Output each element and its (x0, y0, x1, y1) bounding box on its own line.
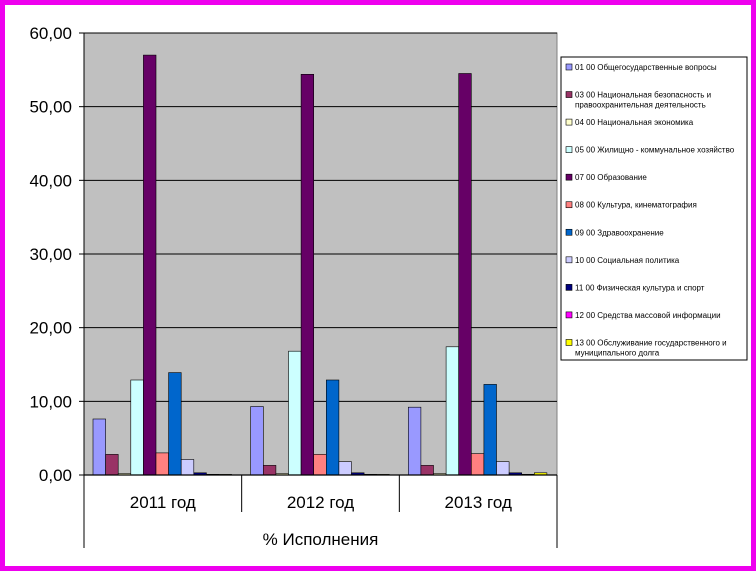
legend-label: 12 00 Средства массовой информации (575, 311, 721, 320)
bar (483, 384, 497, 476)
gridlines (84, 32, 557, 402)
y-tick-label: 40,00 (29, 171, 72, 190)
bar (180, 459, 195, 476)
y-tick-label: 0,00 (39, 466, 72, 485)
bar (168, 372, 182, 476)
x-axis-title: % Исполнения (263, 530, 379, 549)
y-tick-label: 10,00 (29, 392, 72, 411)
legend-swatch (565, 118, 573, 126)
y-tick-label: 20,00 (29, 319, 72, 338)
legend-swatch (565, 91, 573, 98)
legend-label: 05 00 Жилищно - коммунальное хозяйство (575, 146, 735, 155)
legend-label: 09 00 Здравоохранение (575, 228, 664, 237)
x-axis: 2011 год 2012 год 2013 год (83, 474, 558, 548)
legend: 01 00 Общегосударственные вопросы 03 00 Н… (560, 56, 748, 361)
legend-swatch (565, 63, 573, 71)
y-axis: 0,00 10,00 20,00 30,00 40,00 50,00 60,00 (29, 24, 85, 485)
legend-label: 11 00 Физическая культура и спорт (575, 283, 705, 292)
bar (313, 454, 327, 476)
bar (105, 454, 119, 476)
bar (407, 406, 422, 476)
bar (420, 465, 434, 476)
legend-label: 10 00 Социальная политика (575, 256, 680, 265)
legend-swatch (565, 284, 573, 291)
legend-label: 13 00 Обслуживание государственного и мун… (575, 338, 727, 357)
bar (458, 73, 472, 476)
legend-swatch (565, 256, 573, 264)
bar (250, 406, 264, 476)
bar (155, 452, 169, 476)
bar (262, 465, 277, 476)
bar (300, 74, 315, 476)
category-label: 2011 год (130, 493, 196, 512)
legend-swatch (565, 146, 573, 153)
category-label: 2012 год (287, 493, 354, 512)
y-tick-label: 60,00 (29, 24, 72, 43)
bar (338, 461, 352, 476)
bar (496, 461, 510, 476)
bar (325, 379, 340, 476)
bar (445, 346, 460, 476)
legend-label: 07 00 Образование (575, 173, 647, 182)
legend-swatch (565, 228, 573, 236)
legend-swatch (565, 339, 573, 346)
legend-label: 08 00 Культура, кинематография (575, 201, 697, 210)
legend-swatch (565, 173, 573, 181)
legend-box (560, 56, 748, 361)
legend-label: 03 00 Национальная безопасность и правоох… (575, 91, 711, 110)
legend-label: 01 00 Общегосударственные вопросы (575, 63, 717, 72)
y-tick-label: 50,00 (29, 98, 72, 117)
legend-swatch (565, 201, 573, 209)
bar (143, 54, 157, 476)
bar (92, 418, 106, 476)
bar (288, 350, 302, 476)
legend-swatch (565, 311, 573, 319)
bar (470, 453, 485, 476)
category-label: 2013 год (445, 493, 512, 512)
legend-label: 04 00 Национальная экономика (575, 118, 694, 127)
y-tick-label: 30,00 (29, 245, 72, 264)
bars (92, 54, 548, 476)
bar (130, 379, 144, 476)
